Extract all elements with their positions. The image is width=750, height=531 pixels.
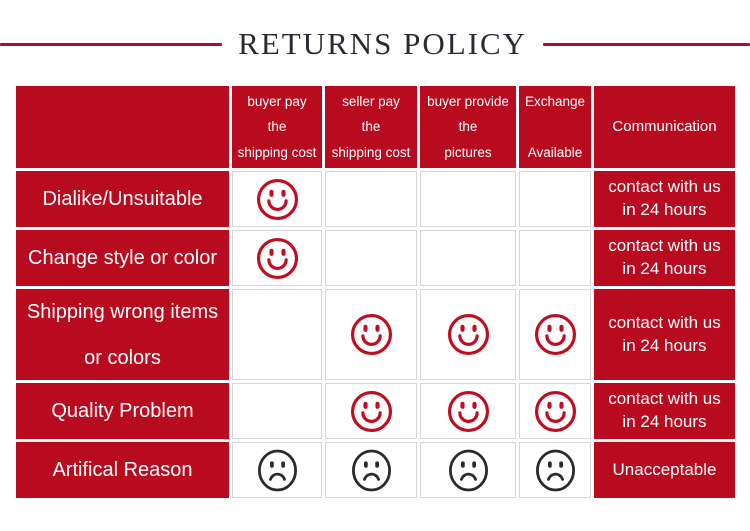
row-label-shipping-wrong: Shipping wrong items or colors — [16, 289, 229, 380]
communication-cell: contact with us in 24 hours — [594, 383, 735, 439]
column-header-buyer-provide: buyer provide the pictures — [420, 86, 516, 168]
column-header-seller-pay: seller pay the shipping cost — [325, 86, 417, 168]
grid-cell — [420, 383, 516, 439]
grid-cell — [325, 171, 417, 227]
grid-cell — [232, 230, 322, 286]
grid-cell — [420, 230, 516, 286]
column-header-exchange: Exchange Available — [519, 86, 591, 168]
sad-face-icon — [448, 449, 488, 491]
corner-cell — [16, 86, 229, 168]
communication-cell: contact with us in 24 hours — [594, 289, 735, 380]
sad-face-icon — [535, 449, 575, 491]
happy-face-icon — [447, 313, 489, 356]
page-header: RETURNS POLICY — [0, 0, 750, 80]
happy-face-icon — [350, 313, 392, 356]
grid-cell — [519, 442, 591, 498]
page-title: RETURNS POLICY — [238, 26, 528, 61]
grid-cell — [519, 171, 591, 227]
column-header-communication: Communication — [594, 86, 735, 168]
sad-face-icon — [257, 449, 297, 491]
grid-cell — [420, 289, 516, 380]
happy-face-icon — [350, 390, 392, 432]
happy-face-icon — [447, 390, 489, 432]
communication-cell: contact with us in 24 hours — [594, 230, 735, 286]
grid-cell — [519, 383, 591, 439]
grid-cell — [519, 289, 591, 380]
grid-cell — [420, 171, 516, 227]
sad-face-icon — [351, 449, 391, 491]
row-label-dialike-unsuitable: Dialike/Unsuitable — [16, 171, 229, 227]
happy-face-icon — [256, 178, 298, 220]
title-divider-left — [0, 42, 223, 46]
grid-cell — [232, 171, 322, 227]
grid-cell — [420, 442, 516, 498]
happy-face-icon — [256, 237, 298, 279]
row-label-quality-problem: Quality Problem — [16, 383, 229, 439]
grid-cell — [232, 289, 322, 380]
column-header-buyer-pay: buyer pay the shipping cost — [232, 86, 322, 168]
grid-cell — [325, 230, 417, 286]
communication-cell: Unacceptable — [594, 442, 735, 498]
grid-cell — [232, 442, 322, 498]
grid-cell — [325, 442, 417, 498]
happy-face-icon — [534, 390, 576, 432]
row-label-change-style: Change style or color — [16, 230, 229, 286]
grid-cell — [325, 383, 417, 439]
happy-face-icon — [534, 313, 576, 356]
grid-cell — [232, 383, 322, 439]
row-label-artifical-reason: Artifical Reason — [16, 442, 229, 498]
title-divider-right — [543, 42, 750, 46]
grid-cell — [325, 289, 417, 380]
grid-cell — [519, 230, 591, 286]
communication-cell: contact with us in 24 hours — [594, 171, 735, 227]
returns-policy-table: buyer pay the shipping cost seller pay t… — [16, 86, 735, 498]
